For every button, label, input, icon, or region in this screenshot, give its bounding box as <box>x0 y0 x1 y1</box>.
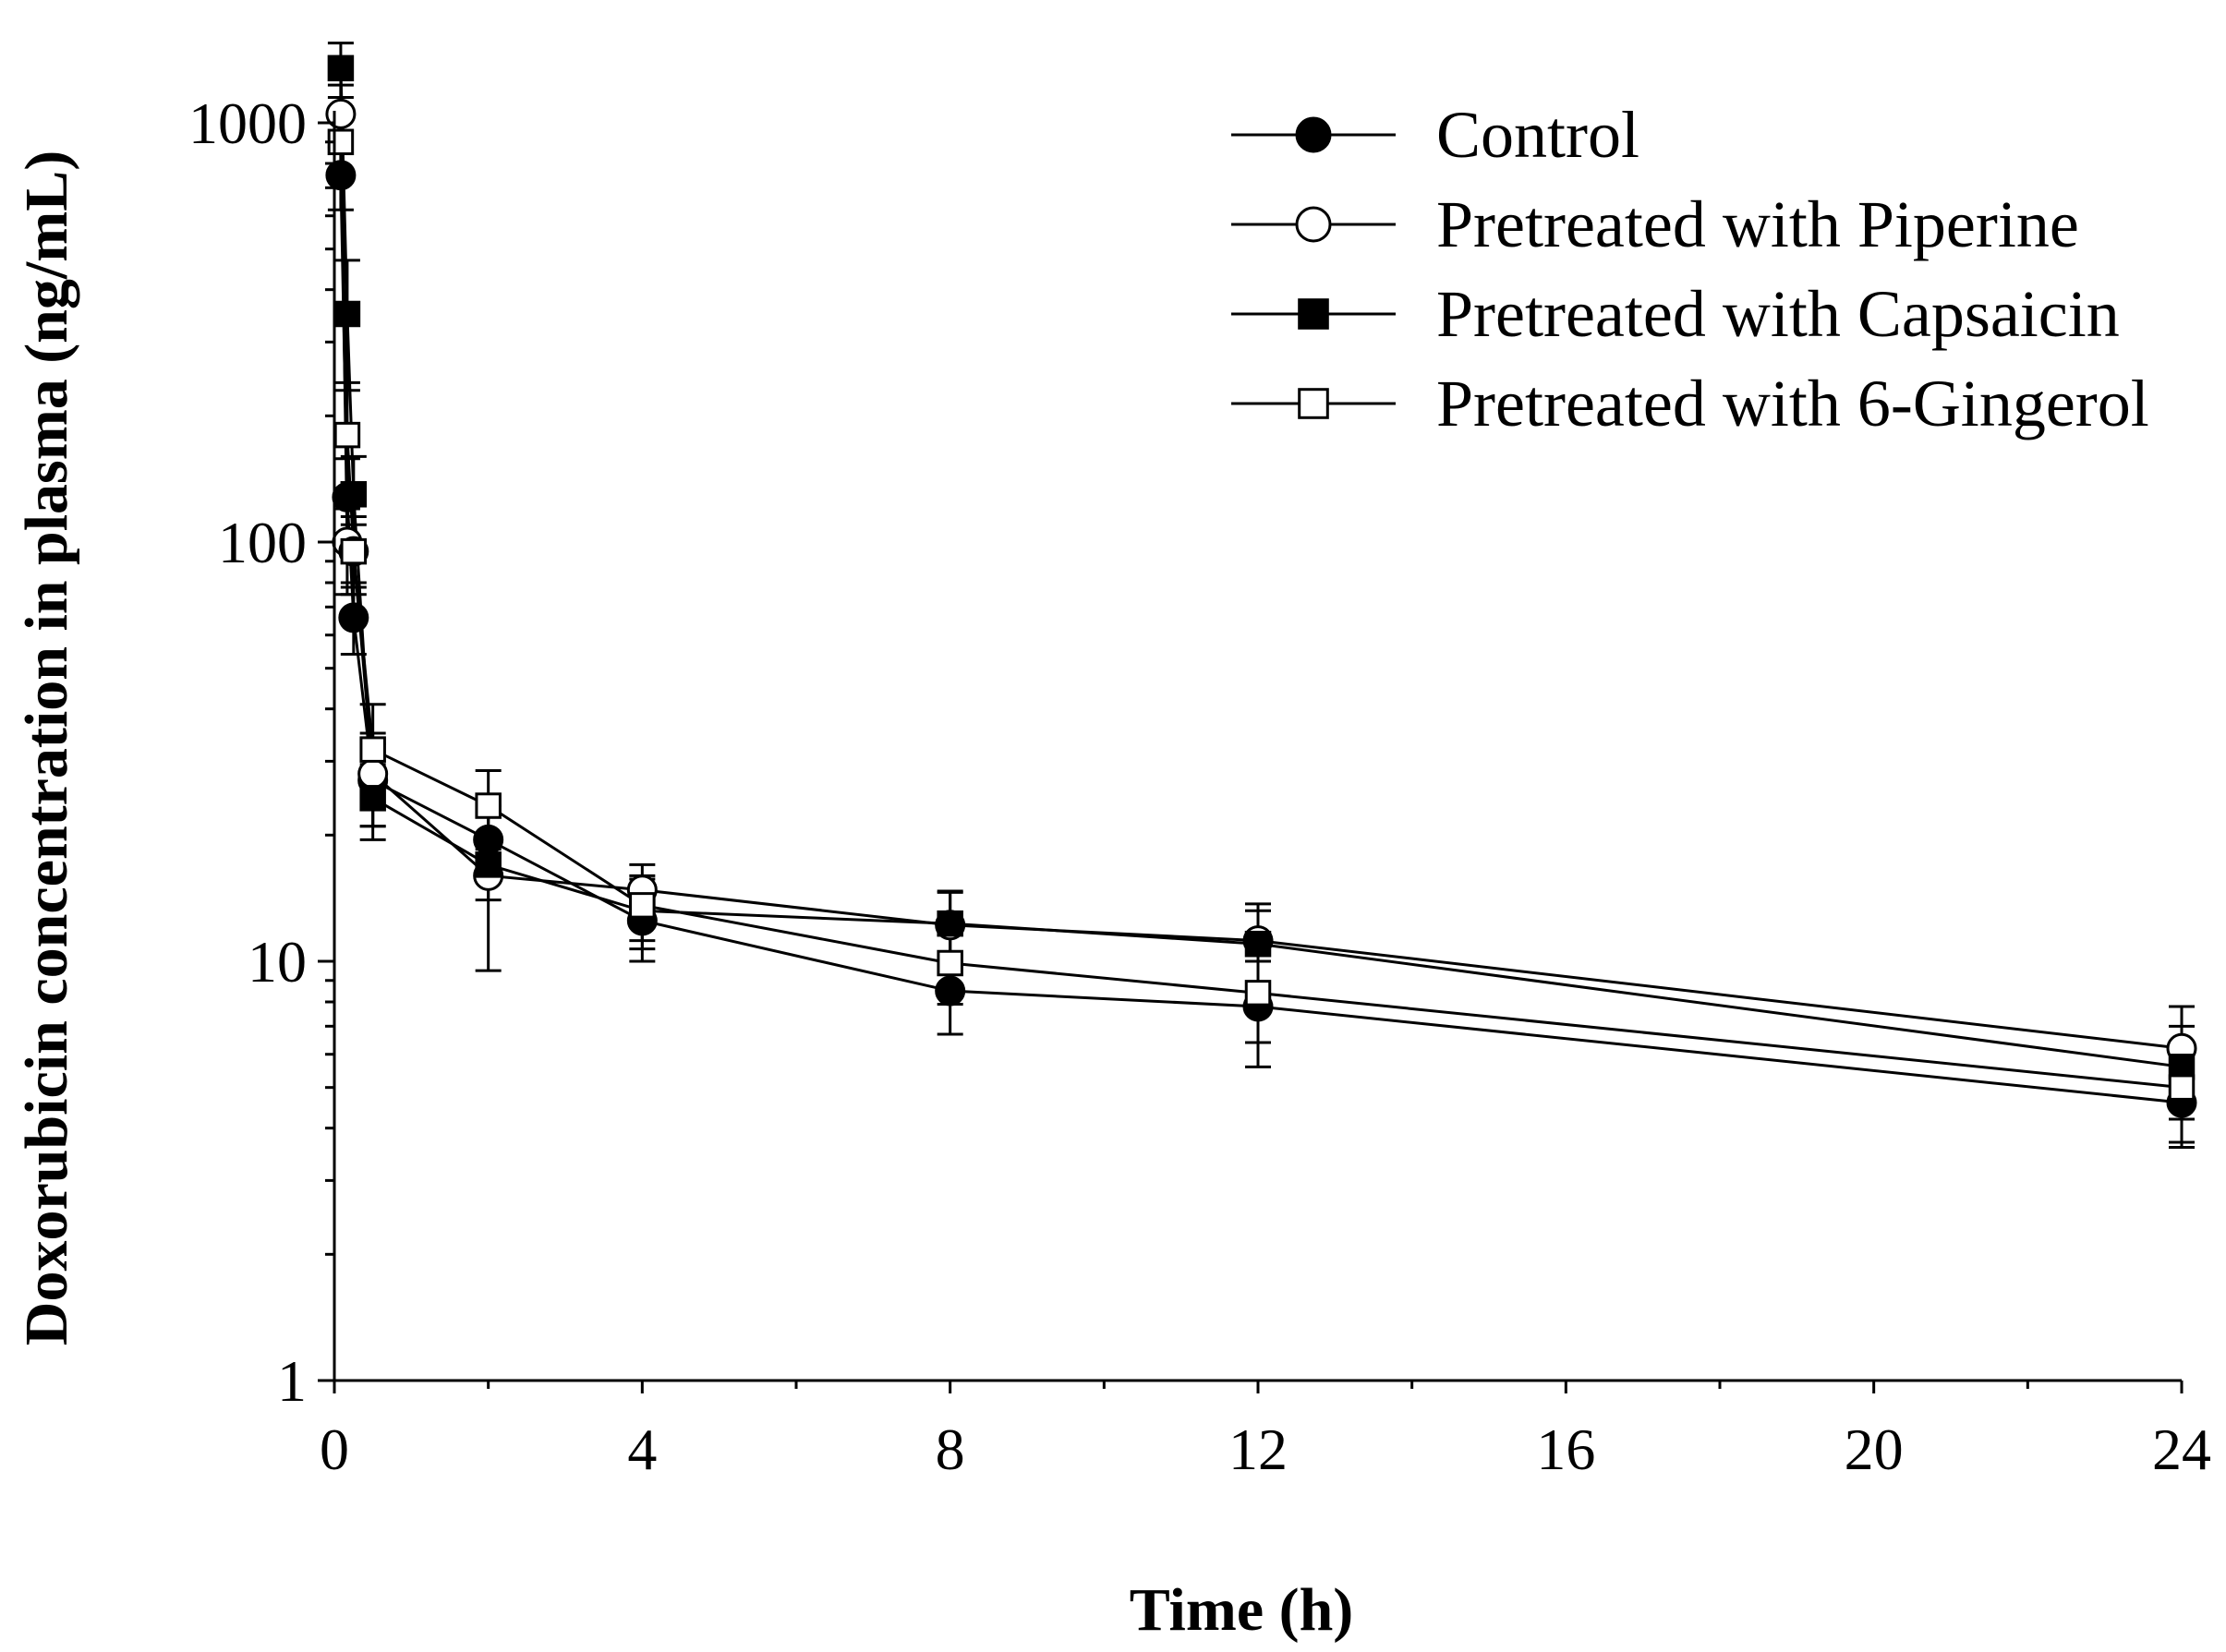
data-point <box>475 851 502 878</box>
y-tick-label: 10 <box>248 929 307 995</box>
x-tick-label: 24 <box>2152 1417 2211 1482</box>
legend: Control Pretreated with Piperine Pretreate… <box>1231 98 2149 440</box>
data-point <box>935 975 966 1007</box>
data-point <box>357 758 389 790</box>
data-point <box>338 602 369 633</box>
legend-label: Control <box>1436 98 1639 172</box>
x-tick-label: 16 <box>1536 1417 1595 1482</box>
data-point <box>340 481 368 508</box>
data-point <box>475 792 502 819</box>
legend-entry: Pretreated with Piperine <box>1231 187 2079 261</box>
legend-marker <box>1298 298 1329 330</box>
data-point <box>937 949 963 977</box>
y-tick-label: 1000 <box>188 90 307 156</box>
x-tick-label: 0 <box>320 1417 349 1482</box>
x-tick-label: 20 <box>1845 1417 1904 1482</box>
data-point <box>327 54 355 82</box>
data-point <box>1244 930 1272 958</box>
x-tick-label: 8 <box>936 1417 965 1482</box>
y-tick-label: 1 <box>277 1348 307 1414</box>
legend-marker <box>1298 388 1329 419</box>
data-point <box>937 910 963 937</box>
axes: Time (h) Doxorubicin concentration in pl… <box>13 90 2211 1644</box>
x-tick-label: 4 <box>627 1417 657 1482</box>
data-point <box>340 537 368 565</box>
data-point <box>629 892 656 919</box>
data-point <box>359 736 386 763</box>
data-point <box>473 824 504 855</box>
data-point <box>325 160 357 191</box>
data-point <box>333 300 361 328</box>
legend-entry: Pretreated with Capsaicin <box>1231 277 2120 351</box>
x-tick-label: 12 <box>1228 1417 1288 1482</box>
y-tick-label: 100 <box>218 510 307 575</box>
data-point <box>333 421 361 449</box>
y-axis-title: Doxorubicin concentration in plasma (ng/… <box>13 151 80 1345</box>
legend-label: Pretreated with 6-Gingerol <box>1436 367 2149 440</box>
plot-area <box>325 42 2197 1149</box>
legend-entry: Pretreated with 6-Gingerol <box>1231 367 2149 440</box>
data-point <box>359 785 386 812</box>
legend-entry: Control <box>1231 98 1639 172</box>
legend-label: Pretreated with Capsaicin <box>1436 277 2120 351</box>
legend-label: Pretreated with Piperine <box>1436 187 2079 261</box>
data-point <box>2168 1074 2196 1101</box>
data-point <box>1244 980 1272 1007</box>
x-axis-title: Time (h) <box>1130 1576 1354 1644</box>
legend-marker <box>1295 116 1332 153</box>
legend-marker <box>1295 206 1332 243</box>
